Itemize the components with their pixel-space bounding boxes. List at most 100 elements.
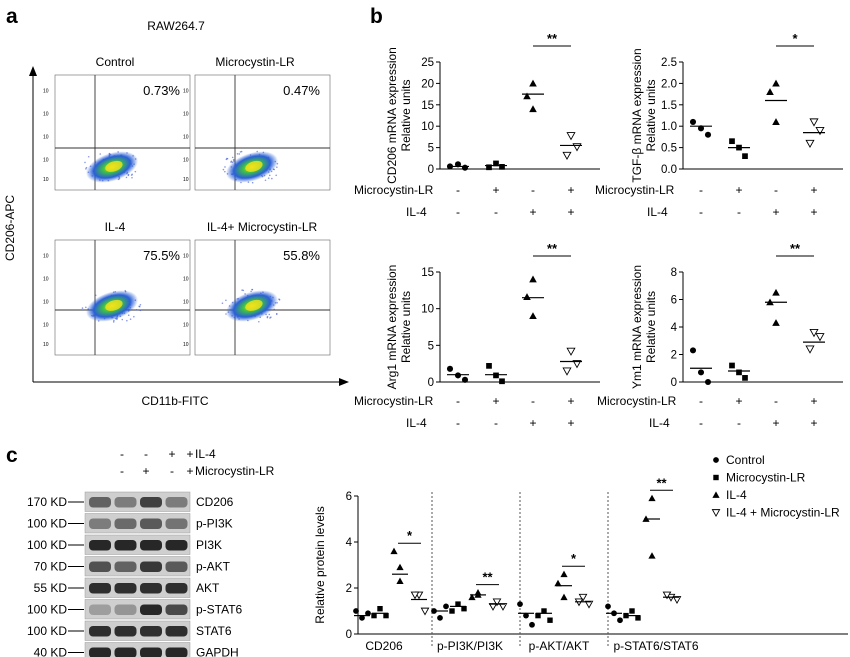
blot-row: 40 KD GAPDH — [34, 642, 239, 657]
treatment-label-mclr-3: Microcystin-LR — [354, 394, 434, 408]
scatter-dot — [224, 170, 226, 173]
y-tick-label: 20 — [421, 78, 434, 90]
sign-mclr: + — [567, 183, 574, 197]
y-tick-label: 15 — [421, 100, 434, 112]
blot-row: 100 KD STAT6 — [27, 620, 232, 641]
kd-marker-label: 55 KD — [34, 581, 68, 595]
marker-square — [535, 612, 541, 619]
marker-circle — [461, 376, 469, 383]
marker-triangle-open — [809, 118, 819, 127]
sign-il4: - — [737, 416, 741, 430]
treatment-label-mclr-2: Microcystin-LR — [595, 183, 675, 197]
blot-strip — [84, 599, 191, 620]
scatter-dot — [231, 156, 234, 159]
scatter-dot — [226, 157, 228, 160]
flow-plot-percent: 75.5% — [143, 248, 180, 263]
blot-protein-label: GAPDH — [196, 646, 239, 657]
flow-plot-percent: 0.73% — [143, 83, 180, 98]
significance-mark: ** — [790, 241, 801, 256]
blot-protein-label: p-STAT6 — [196, 603, 243, 617]
blot-band — [165, 497, 188, 508]
sign-mclr: + — [492, 183, 499, 197]
treatment-label-il4-1: IL-4 — [406, 205, 427, 219]
marker-square — [629, 608, 635, 614]
category-label: p-STAT6/STAT6 — [613, 639, 698, 653]
blot-row: 70 KD p-AKT — [34, 556, 231, 577]
sign-mclr: + — [735, 183, 742, 197]
scatter-dot — [222, 168, 225, 171]
blot-band — [165, 540, 188, 551]
scatter-dot — [278, 298, 280, 300]
scatter-dot — [139, 303, 142, 306]
blot-row: 55 KD AKT — [34, 577, 220, 598]
marker-triangle-open — [662, 591, 672, 600]
marker-circle — [704, 378, 712, 386]
blot-band — [165, 583, 188, 594]
marker-triangle-open — [566, 347, 576, 356]
blot-band — [140, 626, 162, 637]
flow-tick-label: 10 — [183, 134, 189, 140]
marker-circle — [446, 365, 454, 372]
y-axis-label-line2: Relative units — [399, 79, 413, 151]
scatter-dot — [85, 166, 88, 169]
y-axis-label-line1: Ym1 mRNA expression — [630, 265, 644, 389]
header-sign-mclr: - — [120, 464, 124, 478]
marker-circle — [529, 621, 535, 628]
scatter-dot — [127, 314, 130, 317]
blot-band — [140, 540, 162, 551]
marker-square — [713, 474, 719, 481]
blot-protein-label: STAT6 — [196, 624, 232, 638]
flow-tick-label: 10 — [183, 177, 189, 183]
marker-triangle — [468, 593, 476, 601]
flow-tick-label: 10 — [43, 253, 49, 259]
kd-marker-label: 40 KD — [34, 646, 68, 657]
blot-strip — [84, 534, 191, 555]
marker-triangle-open — [711, 509, 721, 518]
blot-band — [89, 561, 111, 572]
blot-band — [89, 518, 111, 529]
flow-y-axis-label: CD206-APC — [3, 195, 17, 261]
marker-square — [742, 375, 748, 381]
marker-square — [635, 615, 641, 621]
treatment-label-il4-4: IL-4 — [649, 416, 670, 430]
header-sign-il4: + — [186, 447, 193, 461]
marker-triangle — [523, 92, 531, 100]
sign-mclr: + — [735, 394, 742, 408]
marker-circle — [454, 161, 462, 168]
treatment-label-il4-3: IL-4 — [406, 416, 427, 430]
marker-square — [371, 612, 377, 619]
sign-il4: + — [567, 205, 574, 219]
marker-triangle-open — [562, 151, 572, 161]
scatter-dot — [139, 309, 142, 312]
scatter-dot — [85, 168, 87, 170]
y-tick-label: 0 — [346, 629, 352, 641]
kd-marker-label: 100 KD — [27, 538, 67, 552]
flow-plot-label: IL-4 — [105, 220, 126, 234]
significance-mark: * — [407, 528, 413, 543]
marker-circle — [697, 369, 705, 376]
blot-band — [140, 497, 162, 508]
scatter-dot — [113, 319, 115, 322]
scatter-dot — [242, 289, 245, 292]
blot-row: 170 KD CD206 — [27, 491, 234, 512]
blot-band — [114, 626, 137, 637]
significance-mark: ** — [656, 475, 667, 490]
blot-band — [89, 540, 111, 551]
sign-mclr: - — [531, 183, 535, 197]
scatter-dot — [126, 319, 128, 322]
marker-triangle — [772, 319, 780, 326]
marker-triangle-open — [566, 132, 576, 141]
marker-square — [377, 606, 383, 612]
scatter-dot — [127, 174, 130, 177]
marker-triangle — [766, 88, 774, 95]
scatter-dot — [264, 179, 267, 182]
y-tick-label: 0 — [671, 377, 677, 389]
scatter-dot — [131, 173, 134, 176]
y-tick-label: 0.0 — [661, 164, 677, 176]
scatter-dot — [271, 177, 273, 180]
blot-band — [140, 604, 162, 615]
blot-protein-label: CD206 — [196, 495, 234, 509]
marker-triangle — [529, 105, 537, 113]
treatment-label-il4-2: IL-4 — [647, 205, 668, 219]
